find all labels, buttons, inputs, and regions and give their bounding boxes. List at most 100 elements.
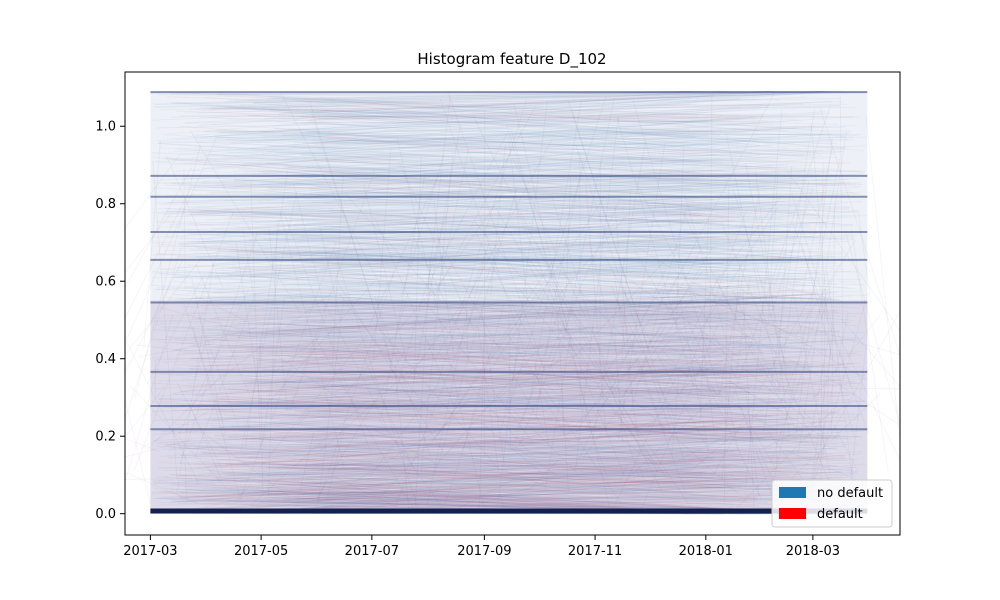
- scatter-trace: [199, 428, 847, 453]
- scatter-streak: [733, 105, 832, 394]
- scatter-trace: [317, 90, 825, 120]
- scatter-streak: [414, 257, 431, 507]
- scatter-trace: [178, 491, 694, 503]
- scatter-trace: [329, 383, 808, 433]
- scatter-trace: [212, 251, 800, 294]
- scatter-trace: [190, 169, 851, 214]
- scatter-streak: [713, 316, 828, 352]
- scatter-streak: [183, 304, 224, 424]
- scatter-streak: [176, 382, 223, 469]
- scatter-trace: [207, 344, 786, 354]
- scatter-trace: [265, 291, 833, 300]
- scatter-trace: [314, 113, 822, 128]
- scatter-trace: [219, 458, 796, 503]
- scatter-trace: [317, 103, 864, 152]
- scatter-trace: [305, 304, 863, 311]
- scatter-trace: [216, 474, 864, 493]
- scatter-trace: [329, 225, 717, 273]
- scatter-streak: [808, 311, 849, 499]
- scatter-trace: [218, 447, 835, 493]
- scatter-trace: [274, 385, 689, 403]
- scatter-trace: [211, 444, 820, 465]
- scatter-trace: [283, 284, 743, 297]
- scatter-trace: [162, 476, 803, 515]
- scatter-streak: [549, 364, 564, 397]
- scatter-streak: [259, 334, 368, 468]
- scatter-trace: [266, 199, 701, 216]
- scatter-trace: [263, 446, 746, 454]
- scatter-trace: [162, 195, 770, 228]
- scatter-trace: [223, 472, 756, 484]
- scatter-trace: [210, 318, 766, 328]
- scatter-streak: [508, 140, 528, 300]
- scatter-trace: [217, 289, 818, 294]
- scatter-streak: [771, 374, 816, 425]
- scatter-trace: [224, 106, 833, 145]
- scatter-trace: [320, 257, 766, 284]
- scatter-trace: [285, 307, 833, 332]
- scatter-trace: [310, 155, 696, 201]
- scatter-trace: [155, 445, 765, 483]
- scatter-trace: [239, 343, 784, 384]
- scatter-trace: [319, 96, 826, 132]
- scatter-streak: [658, 356, 774, 429]
- scatter-trace: [178, 385, 734, 422]
- scatter-streak: [313, 335, 415, 510]
- scatter-streak: [499, 344, 521, 434]
- scatter-trace: [268, 479, 743, 491]
- scatter-trace: [158, 240, 850, 275]
- scatter-trace: [248, 234, 829, 279]
- scatter-trace: [212, 413, 759, 458]
- scatter-trace: [277, 192, 781, 222]
- x-tick-label: 2018-03: [786, 544, 840, 559]
- scatter-trace: [300, 448, 810, 495]
- scatter-trace: [196, 213, 692, 223]
- scatter-trace: [221, 498, 840, 500]
- scatter-trace: [180, 431, 841, 478]
- scatter-trace: [159, 417, 789, 443]
- scatter-trace: [156, 443, 775, 478]
- scatter-trace: [303, 183, 772, 196]
- scatter-streak: [202, 432, 289, 497]
- scatter-trace: [219, 410, 706, 436]
- scatter-trace: [201, 281, 798, 287]
- scatter-streak: [319, 225, 341, 320]
- scatter-trace: [267, 351, 741, 379]
- scatter-trace: [179, 455, 708, 493]
- scatter-trace: [214, 281, 801, 318]
- scatter-trace: [179, 176, 733, 209]
- scatter-trace: [164, 444, 727, 478]
- scatter-trace: [218, 290, 710, 297]
- scatter-trace: [175, 255, 837, 285]
- scatter-trace: [263, 172, 741, 219]
- scatter-trace: [180, 125, 828, 173]
- scatter-trace: [228, 194, 768, 218]
- scatter-streak: [759, 280, 843, 302]
- scatter-streak: [381, 173, 426, 416]
- scatter-trace: [316, 464, 721, 499]
- scatter-trace: [166, 445, 696, 495]
- scatter-trace: [307, 136, 696, 179]
- scatter-trace: [175, 388, 803, 407]
- scatter-trace: [220, 269, 698, 313]
- scatter-trace: [282, 165, 783, 183]
- scatter-trace: [151, 401, 799, 440]
- scatter-trace: [260, 349, 787, 384]
- scatter-streak: [592, 141, 647, 440]
- scatter-trace: [294, 457, 834, 465]
- scatter-streak: [383, 323, 472, 358]
- scatter-trace: [158, 92, 746, 96]
- scatter-trace: [180, 212, 759, 246]
- scatter-trace: [319, 472, 858, 478]
- scatter-trace: [254, 221, 718, 251]
- scatter-trace: [258, 364, 845, 400]
- scatter-trace: [243, 478, 807, 515]
- scatter-trace: [230, 410, 784, 428]
- scatter-streak: [518, 289, 582, 447]
- scatter-trace: [318, 160, 821, 178]
- scatter-trace: [293, 376, 747, 397]
- scatter-trace: [233, 458, 818, 503]
- scatter-trace: [264, 477, 832, 498]
- scatter-trace: [235, 460, 794, 477]
- scatter-trace: [170, 93, 699, 116]
